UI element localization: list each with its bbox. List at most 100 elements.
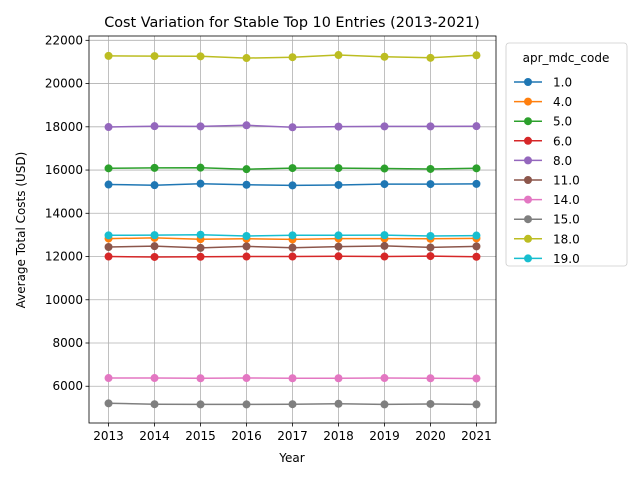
data-point <box>242 180 251 189</box>
legend-marker <box>524 234 532 243</box>
legend-marker <box>524 254 532 263</box>
data-point <box>334 374 343 383</box>
data-point <box>472 400 481 409</box>
data-point <box>288 123 297 132</box>
data-point <box>380 122 389 131</box>
series-8.0 <box>104 121 481 132</box>
axis-ticks: 2013 2014 2015 2016 2017 2018 2019 2020 2021 6000… <box>45 33 492 443</box>
data-point <box>150 400 159 409</box>
y-tick-label: 22000 <box>45 33 83 47</box>
x-tick-label: 2017 <box>277 429 308 443</box>
data-point <box>380 164 389 173</box>
x-axis-label: Year <box>278 451 304 465</box>
data-point <box>288 164 297 173</box>
legend-item: 1.0 <box>514 76 572 90</box>
data-point <box>380 374 389 383</box>
legend-label: 4.0 <box>553 95 572 109</box>
y-tick-label: 8000 <box>52 336 83 350</box>
legend-marker <box>524 136 532 145</box>
data-point <box>334 231 343 240</box>
data-point <box>472 122 481 131</box>
data-point <box>242 54 251 63</box>
series-layer <box>104 51 481 409</box>
legend-item: 8.0 <box>514 154 572 168</box>
data-point <box>426 252 435 261</box>
series-5.0 <box>104 163 481 174</box>
data-point <box>380 180 389 189</box>
data-point <box>150 242 159 251</box>
y-tick-label: 16000 <box>45 163 83 177</box>
data-point <box>426 243 435 252</box>
legend-title: apr_mdc_code <box>523 51 610 65</box>
data-point <box>288 243 297 252</box>
data-point <box>426 164 435 173</box>
data-point <box>426 231 435 240</box>
data-point <box>104 164 113 173</box>
chart-title: Cost Variation for Stable Top 10 Entries… <box>104 15 480 31</box>
data-point <box>104 123 113 132</box>
data-point <box>472 242 481 251</box>
data-point <box>196 52 205 61</box>
legend-label: 5.0 <box>553 115 572 129</box>
legend-marker <box>524 176 532 184</box>
data-point <box>472 51 481 60</box>
legend-item: 6.0 <box>514 134 572 148</box>
legend-item: 19.0 <box>514 252 580 266</box>
data-point <box>426 180 435 189</box>
data-point <box>196 374 205 383</box>
grid <box>89 36 496 423</box>
x-tick-label: 2019 <box>369 429 400 443</box>
series-6.0 <box>104 252 481 261</box>
data-point <box>426 374 435 383</box>
data-point <box>472 179 481 188</box>
data-point <box>104 243 113 252</box>
data-point <box>242 121 251 130</box>
data-point <box>242 165 251 174</box>
data-point <box>150 163 159 172</box>
data-point <box>150 52 159 61</box>
legend-item: 15.0 <box>514 213 580 227</box>
data-point <box>288 400 297 409</box>
data-point <box>334 164 343 173</box>
data-point <box>196 230 205 239</box>
x-tick-label: 2018 <box>323 429 354 443</box>
legend-marker <box>524 78 532 86</box>
data-point <box>472 252 481 261</box>
data-point <box>426 399 435 408</box>
data-point <box>196 400 205 409</box>
legend-marker <box>524 156 532 165</box>
legend-label: 14.0 <box>553 193 580 207</box>
y-axis-label: Average Total Costs (USD) <box>14 152 28 309</box>
legend-item: 14.0 <box>514 193 580 207</box>
data-point <box>426 53 435 62</box>
data-point <box>150 252 159 261</box>
series-19.0 <box>104 230 481 240</box>
x-tick-label: 2013 <box>93 429 124 443</box>
legend-marker <box>524 215 532 224</box>
x-tick-label: 2014 <box>139 429 170 443</box>
series-14.0 <box>104 374 481 383</box>
y-tick-label: 12000 <box>45 250 83 264</box>
legend-marker <box>524 195 532 204</box>
data-point <box>150 122 159 131</box>
y-tick-label: 6000 <box>52 379 83 393</box>
data-point <box>150 231 159 240</box>
data-point <box>242 374 251 383</box>
y-tick-label: 18000 <box>45 120 83 134</box>
series-18.0 <box>104 51 481 63</box>
legend-label: 1.0 <box>553 76 572 90</box>
data-point <box>104 51 113 60</box>
data-point <box>334 180 343 189</box>
data-point <box>104 231 113 240</box>
legend-item: 5.0 <box>514 115 572 129</box>
data-point <box>104 374 113 383</box>
y-tick-label: 14000 <box>45 206 83 220</box>
legend-marker <box>524 117 532 126</box>
data-point <box>334 242 343 251</box>
data-point <box>196 163 205 172</box>
legend-marker <box>524 97 532 106</box>
data-point <box>334 399 343 408</box>
data-point <box>242 242 251 251</box>
data-point <box>380 231 389 240</box>
